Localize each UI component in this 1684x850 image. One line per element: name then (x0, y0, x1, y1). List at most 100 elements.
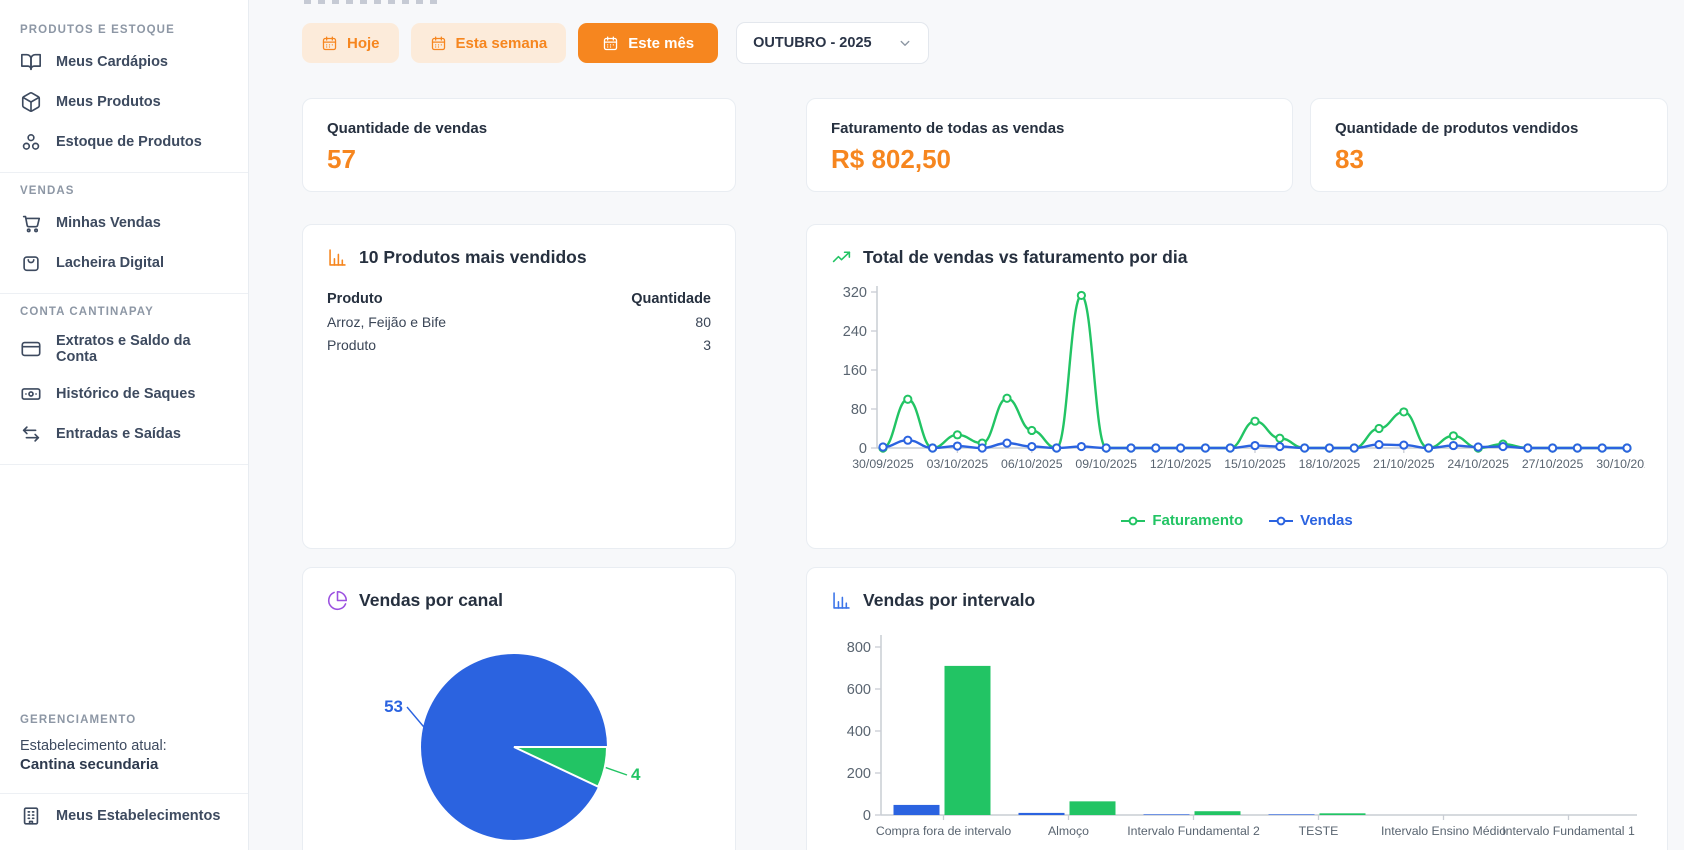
svg-text:Intervalo Fundamental 1: Intervalo Fundamental 1 (1502, 824, 1635, 838)
shopping-cart-icon (20, 212, 42, 234)
svg-text:200: 200 (847, 766, 871, 782)
pie-chart: 53 4 (384, 654, 641, 840)
svg-text:Intervalo Fundamental 2: Intervalo Fundamental 2 (1127, 824, 1260, 838)
svg-text:80: 80 (851, 402, 867, 418)
svg-text:12/10/2025: 12/10/2025 (1150, 457, 1212, 471)
svg-text:06/10/2025: 06/10/2025 (1001, 457, 1063, 471)
bag-icon (20, 252, 42, 274)
bar-chart: 0 200 400 600 800 Compra fora de intervalo Alm… (847, 635, 1637, 838)
legend-item-vendas[interactable]: Vendas (1269, 512, 1353, 529)
svg-text:320: 320 (843, 285, 867, 301)
svg-text:53: 53 (384, 697, 403, 716)
stat-value: R$ 802,50 (831, 144, 951, 174)
sidebar-item-label: Histórico de Saques (56, 386, 196, 402)
column-header-quantidade: Quantidade (631, 291, 711, 307)
legend-label: Vendas (1300, 512, 1353, 529)
cell-produto: Produto (327, 336, 377, 353)
charts-row-2: Vendas por canal 53 4 Vendas por interval… (302, 567, 1668, 850)
sidebar-item-entradas-e-sa-das[interactable]: Entradas e Saídas (0, 414, 248, 454)
sidebar-divider (0, 172, 248, 173)
sidebar-section-heading: PRODUTOS E ESTOQUE (20, 24, 175, 36)
line-chart-legend: Faturamento Vendas (831, 512, 1643, 529)
sidebar-divider (0, 793, 248, 794)
cell-quantidade: 80 (695, 313, 711, 330)
sidebar-item-meus-produtos[interactable]: Meus Produtos (0, 82, 248, 122)
top-products-card: 10 Produtos mais vendidos Produto Quanti… (302, 224, 736, 549)
calendar-icon (602, 35, 619, 52)
svg-text:TESTE: TESTE (1299, 824, 1339, 838)
svg-text:240: 240 (843, 324, 867, 340)
stat-title: Quantidade de produtos vendidos (1335, 120, 1579, 137)
calendar-icon (430, 35, 447, 52)
svg-text:Intervalo Ensino Médio: Intervalo Ensino Médio (1381, 824, 1506, 838)
sales-by-interval-card: Vendas por intervalo 0 200 400 600 800 Compra… (806, 567, 1668, 850)
svg-text:0: 0 (859, 441, 867, 457)
stat-title: Faturamento de todas as vendas (831, 120, 1065, 137)
chevron-down-icon (896, 34, 914, 52)
sidebar-item-meus-estabelecimentos[interactable]: Meus Estabelecimentos (0, 796, 248, 836)
sidebar-item-label: Entradas e Saídas (56, 426, 181, 442)
building-icon (20, 805, 42, 827)
filter-today-button[interactable]: Hoje (302, 23, 399, 63)
svg-text:Compra fora de intervalo: Compra fora de intervalo (876, 824, 1011, 838)
svg-text:30/10/2025: 30/10/2025 (1596, 457, 1645, 471)
stat-card-produtos-vendidos: Quantidade de produtos vendidos 83 (1310, 98, 1668, 192)
sidebar-divider (0, 293, 248, 294)
sidebar-item-meus-card-pios[interactable]: Meus Cardápios (0, 42, 248, 82)
pie-chart-title: Vendas por canal (359, 590, 503, 610)
stat-title: Quantidade de vendas (327, 120, 488, 137)
legend-label: Faturamento (1152, 512, 1244, 529)
cell-produto: Arroz, Feijão e Bife (327, 313, 447, 330)
stat-value: 57 (327, 144, 356, 174)
svg-text:27/10/2025: 27/10/2025 (1522, 457, 1584, 471)
sidebar: PRODUTOS E ESTOQUE Meus Cardápios Meus P… (0, 0, 249, 850)
svg-text:0: 0 (863, 808, 871, 824)
sales-by-channel-card: Vendas por canal 53 4 (302, 567, 736, 850)
svg-text:160: 160 (843, 363, 867, 379)
line-chart-title: Total de vendas vs faturamento por dia (863, 247, 1188, 267)
sales-vs-revenue-card: Total de vendas vs faturamento por dia 0… (806, 224, 1668, 549)
svg-text:15/10/2025: 15/10/2025 (1224, 457, 1286, 471)
filter-week-button[interactable]: Esta semana (410, 23, 567, 63)
svg-text:800: 800 (847, 640, 871, 656)
sidebar-item-label: Estoque de Produtos (56, 134, 202, 150)
banknote-icon (20, 383, 42, 405)
sidebar-item-label: Meus Estabelecimentos (56, 808, 221, 824)
bar-chart-icon (831, 590, 852, 611)
month-select-dropdown[interactable]: OUTUBRO - 2025 (736, 22, 929, 64)
sidebar-section-heading: GERENCIAMENTO (20, 714, 137, 726)
line-chart: 0 80 160 240 320 30/09/2025 03/10/2025 06/10/20… (843, 285, 1645, 471)
credit-card-icon (20, 338, 42, 360)
month-select-value: OUTUBRO - 2025 (753, 35, 872, 51)
sidebar-section-heading: VENDAS (20, 185, 75, 197)
svg-text:21/10/2025: 21/10/2025 (1373, 457, 1435, 471)
sidebar-item-extratos-e-saldo-da-conta[interactable]: Extratos e Saldo da Conta (0, 324, 248, 374)
sidebar-item-hist-rico-de-saques[interactable]: Histórico de Saques (0, 374, 248, 414)
filter-month-label: Este mês (628, 34, 695, 52)
stats-row: Quantidade de vendas 57 Faturamento de t… (302, 98, 1668, 192)
sidebar-divider (0, 464, 248, 465)
table-row: Arroz, Feijão e Bife 80 (327, 310, 711, 333)
top-products-table: Produto Quantidade Arroz, Feijão e Bife … (327, 288, 711, 356)
stat-value: 83 (1335, 144, 1364, 174)
sidebar-item-label: Lacheira Digital (56, 255, 164, 271)
cell-quantidade: 3 (703, 336, 711, 353)
svg-text:600: 600 (847, 682, 871, 698)
svg-text:18/10/2025: 18/10/2025 (1299, 457, 1361, 471)
period-filter-bar: Hoje Esta semana Este mês OUTUBRO - 2025 (302, 22, 1668, 64)
sidebar-item-lacheira-digital[interactable]: Lacheira Digital (0, 243, 248, 283)
sidebar-section-heading: CONTA CANTINAPAY (20, 306, 154, 318)
filter-month-button[interactable]: Este mês (578, 23, 719, 63)
sidebar-item-label: Meus Produtos (56, 94, 161, 110)
sidebar-item-estoque-de-produtos[interactable]: Estoque de Produtos (0, 122, 248, 162)
legend-item-faturamento[interactable]: Faturamento (1121, 512, 1243, 529)
bar-chart-title: Vendas por intervalo (863, 590, 1036, 610)
svg-text:400: 400 (847, 724, 871, 740)
legend-marker (1121, 516, 1146, 525)
charts-row-1: 10 Produtos mais vendidos Produto Quanti… (302, 224, 1668, 549)
filter-today-label: Hoje (347, 34, 380, 52)
sidebar-item-minhas-vendas[interactable]: Minhas Vendas (0, 203, 248, 243)
bar-chart-icon (327, 247, 348, 268)
sidebar-management-section: GERENCIAMENTO Estabelecimento atual: Can… (0, 704, 248, 850)
stat-card-quantidade-vendas: Quantidade de vendas 57 (302, 98, 736, 192)
